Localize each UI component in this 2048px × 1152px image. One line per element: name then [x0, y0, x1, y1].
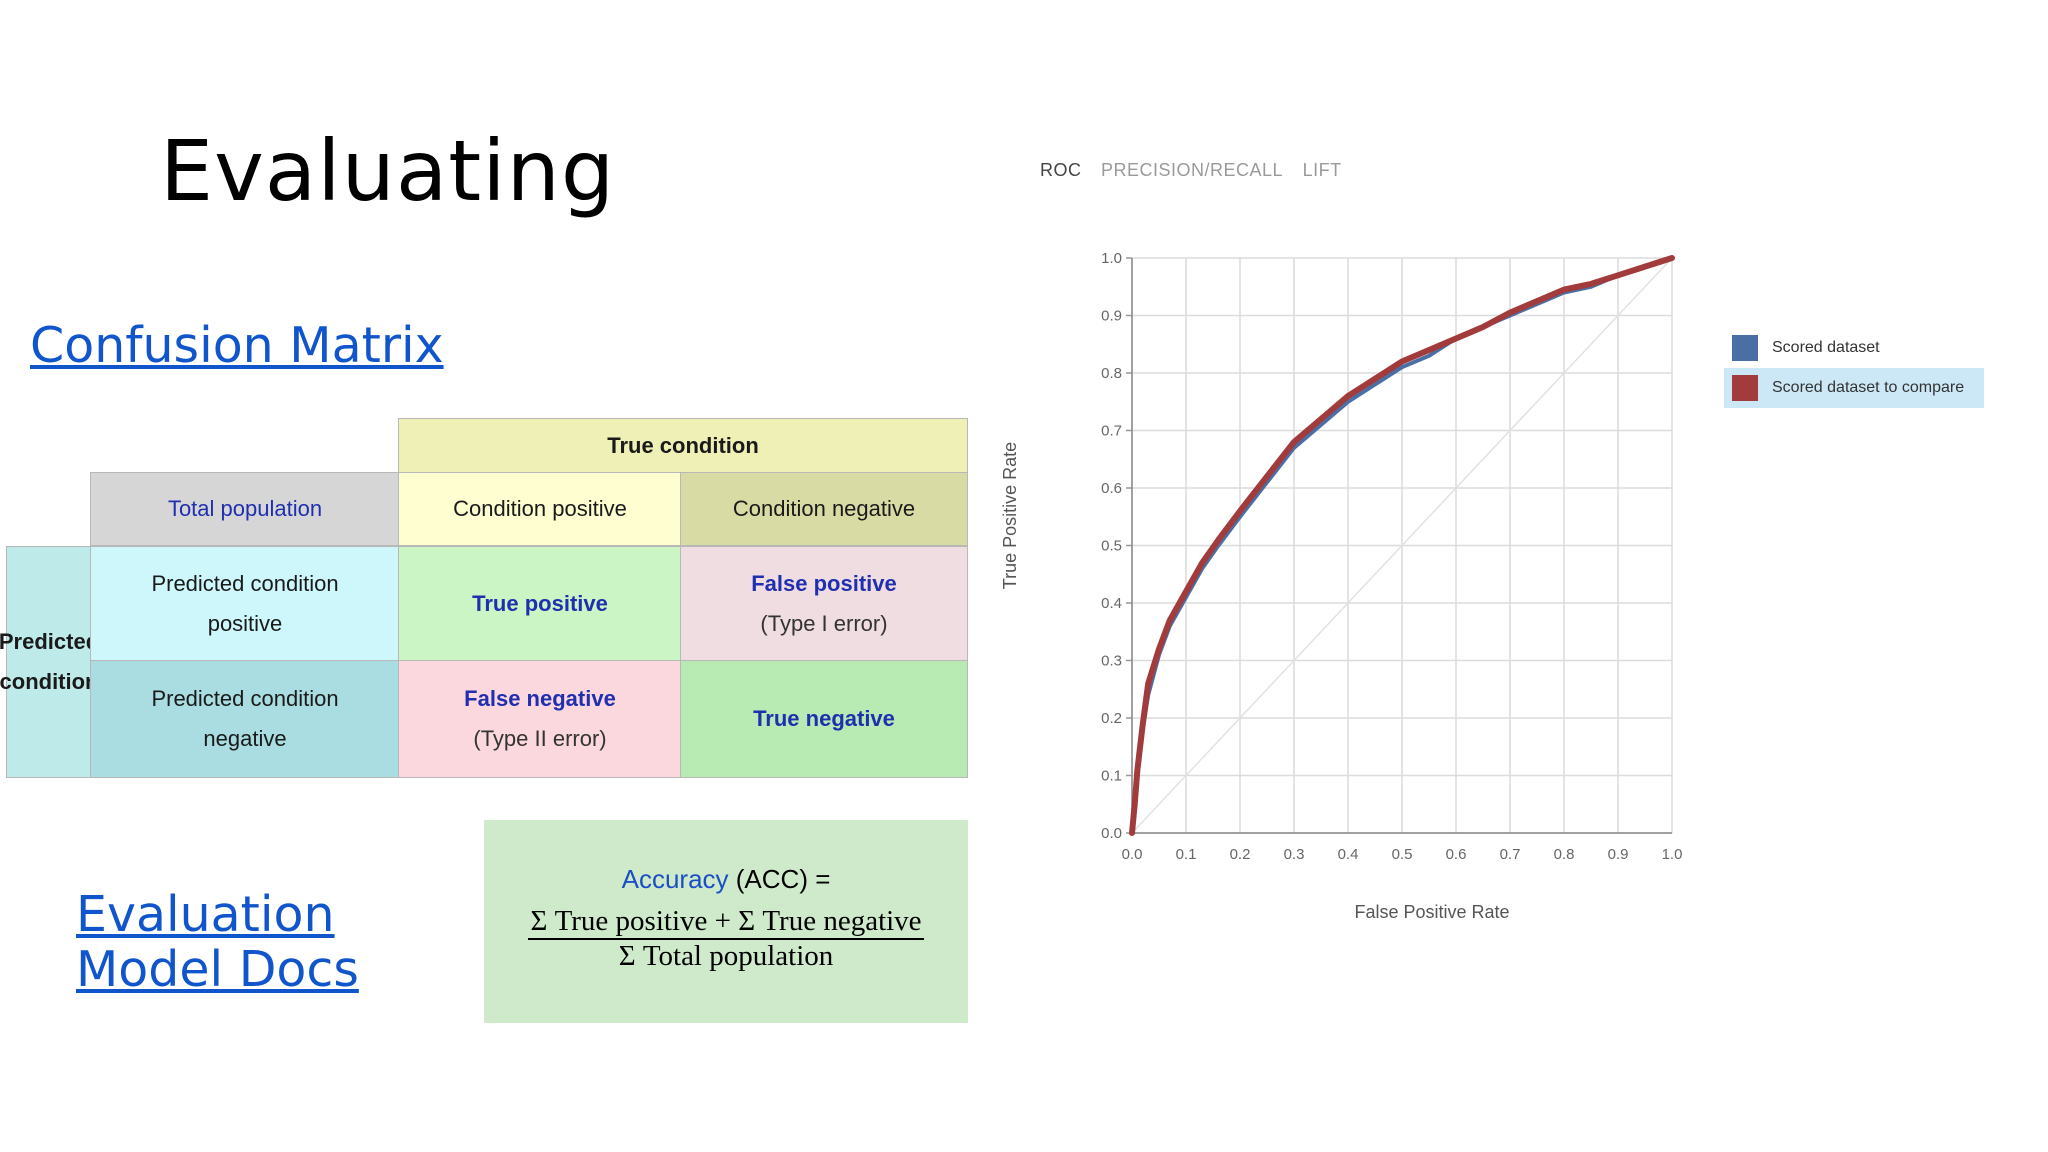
legend-label-scored: Scored dataset	[1772, 339, 1880, 356]
true-negative-cell: True negative	[680, 660, 968, 778]
accuracy-heading: Accuracy (ACC) =	[622, 864, 831, 895]
false-negative-cell: False negative (Type II error)	[398, 660, 682, 778]
y-axis-label: True Positive Rate	[1000, 442, 1020, 589]
chart-legend: Scored dataset Scored dataset to compare	[1724, 328, 1984, 408]
legend-item-compare[interactable]: Scored dataset to compare	[1724, 368, 1984, 408]
type-two-error-label: (Type II error)	[473, 726, 607, 751]
x-tick-label: 0.6	[1446, 846, 1467, 863]
y-tick-label: 0.5	[1101, 538, 1122, 555]
accuracy-denominator: Σ Total population	[618, 939, 834, 972]
y-tick-label: 0.8	[1101, 365, 1122, 382]
x-tick-label: 0.4	[1338, 846, 1359, 863]
true-positive-cell: True positive	[398, 546, 682, 662]
y-tick-label: 0.6	[1101, 480, 1122, 497]
y-tick-label: 0.0	[1101, 825, 1122, 842]
y-tick-label: 0.1	[1101, 768, 1122, 785]
evaluation-model-docs-link[interactable]: Evaluation Model Docs	[76, 887, 359, 997]
accuracy-term: Accuracy	[621, 863, 729, 894]
y-tick-label: 0.7	[1101, 423, 1122, 440]
x-tick-label: 1.0	[1662, 846, 1683, 863]
predicted-negative-line1: Predicted condition	[151, 686, 339, 711]
predicted-negative-cell: Predicted condition negative	[90, 660, 400, 778]
tab-lift[interactable]: LIFT	[1302, 160, 1342, 180]
accuracy-abbr: (ACC) =	[735, 863, 831, 894]
chart-tabs: ROC PRECISION/RECALL LIFT	[1040, 160, 1356, 181]
series-line-compare	[1129, 255, 1675, 836]
x-tick-label: 0.5	[1392, 846, 1413, 863]
accuracy-fraction: Σ True positive + Σ True negative Σ Tota…	[528, 905, 924, 972]
tab-precision-recall[interactable]: PRECISION/RECALL	[1101, 160, 1284, 180]
legend-swatch-scored	[1732, 335, 1758, 361]
y-tick-label: 0.3	[1101, 653, 1122, 670]
accuracy-formula-box: Accuracy (ACC) = Σ True positive + Σ Tru…	[484, 820, 968, 1023]
docs-link-line1[interactable]: Evaluation	[76, 886, 335, 943]
condition-negative-header: Condition negative	[680, 472, 968, 546]
x-tick-label: 0.1	[1176, 846, 1197, 863]
predicted-positive-line1: Predicted condition	[151, 571, 339, 596]
slide-title: Evaluating	[160, 122, 616, 220]
docs-link-line2[interactable]: Model Docs	[76, 941, 359, 998]
predicted-positive-line2: positive	[207, 611, 283, 636]
condition-positive-header: Condition positive	[398, 472, 682, 546]
predicted-negative-line2: negative	[203, 726, 287, 751]
y-tick-label: 0.9	[1101, 308, 1122, 325]
false-positive-cell: False positive (Type I error)	[680, 546, 968, 662]
diagonal-reference-line	[1131, 257, 1673, 834]
type-one-error-label: (Type I error)	[760, 611, 888, 636]
false-positive-label: False positive	[751, 571, 897, 596]
y-tick-label: 0.2	[1101, 710, 1122, 727]
legend-swatch-compare	[1732, 375, 1758, 401]
y-tick-label: 1.0	[1101, 250, 1122, 267]
x-tick-label: 0.8	[1554, 846, 1575, 863]
accuracy-numerator: Σ True positive + Σ True negative	[528, 905, 924, 940]
x-axis-label: False Positive Rate	[1354, 902, 1509, 922]
legend-item-scored[interactable]: Scored dataset	[1724, 328, 1984, 368]
x-tick-label: 0.7	[1500, 846, 1521, 863]
x-tick-label: 0.2	[1230, 846, 1251, 863]
legend-label-compare: Scored dataset to compare	[1772, 379, 1965, 396]
y-tick-label: 0.4	[1101, 595, 1122, 612]
x-tick-label: 0.9	[1608, 846, 1629, 863]
confusion-matrix-link[interactable]: Confusion Matrix	[30, 317, 444, 374]
x-tick-label: 0.3	[1284, 846, 1305, 863]
x-tick-label: 0.0	[1122, 846, 1143, 863]
true-condition-header: True condition	[398, 418, 968, 474]
tab-roc[interactable]: ROC	[1040, 160, 1082, 180]
false-negative-label: False negative	[464, 686, 616, 711]
predicted-positive-cell: Predicted condition positive	[90, 546, 400, 662]
